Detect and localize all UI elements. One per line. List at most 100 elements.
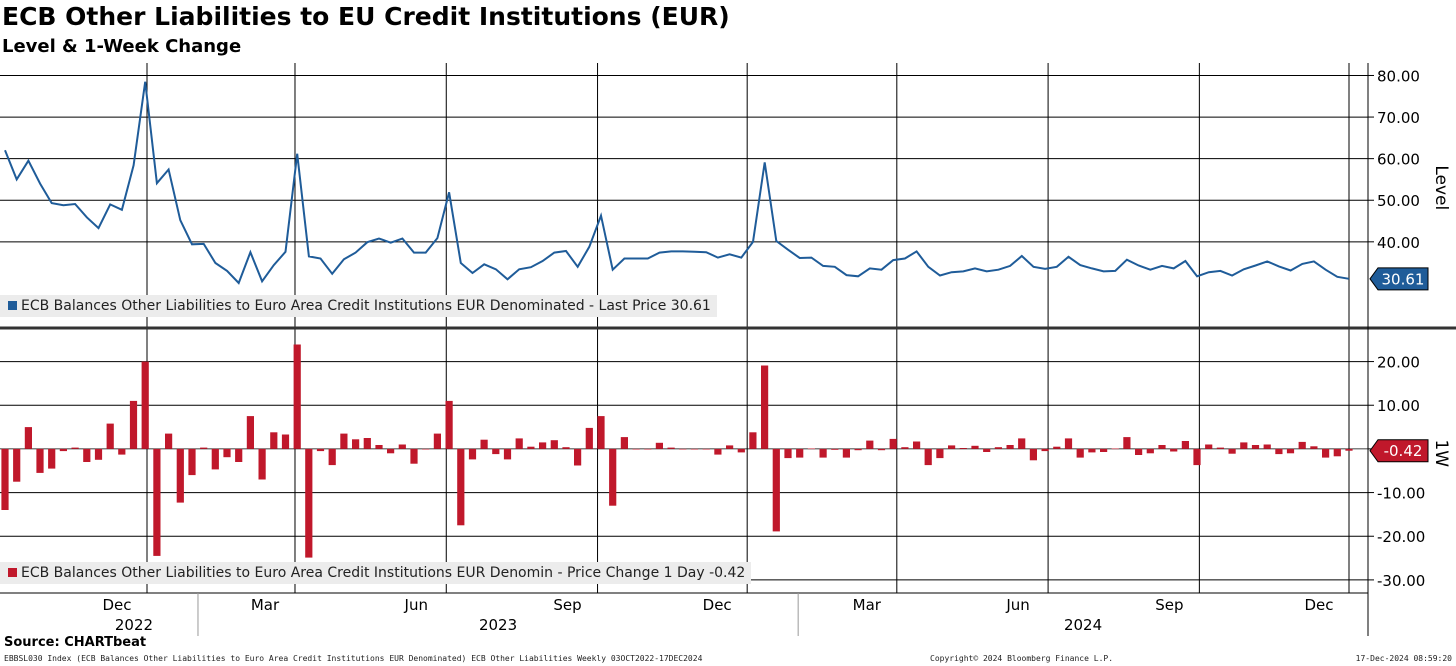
change-bar [94,448,103,460]
change-bar [468,448,477,460]
x-year-label: 2022 [115,616,153,634]
change-bar [141,361,149,449]
change-bar [971,445,979,449]
change-bar [737,448,745,453]
change-bar [235,448,243,462]
change-bar [936,448,944,459]
change-bar [527,446,535,449]
legend-level-swatch [8,300,17,310]
change-bar [679,448,687,450]
legend-level-label: ECB Balances Other Liabilities to Euro A… [21,298,711,314]
change-bar [562,447,570,449]
change-bar [211,448,219,470]
change-bar [667,447,675,449]
level-panel [4,81,1350,285]
change-bar [1158,445,1166,449]
change-bar [842,448,850,458]
change-bar [620,437,628,449]
change-bar [83,448,91,462]
change-bar [445,400,453,449]
change-bar [609,448,617,506]
change-bar [1333,448,1341,457]
change-bar [492,448,500,455]
change-bar [1064,438,1073,449]
change-bar [702,448,710,450]
change-bar [597,416,605,449]
change-bar [749,432,757,449]
change-bar [410,448,418,464]
change-bar [877,448,886,451]
change-bar [807,448,815,450]
change-bar [831,448,839,450]
chart-subtitle: Level & 1-Week Change [2,36,242,57]
change-bar [901,447,909,449]
level-y-tick-label: 50.00 [1377,192,1420,210]
change-bar [913,441,921,449]
change-bar [165,433,173,449]
change-bar [153,448,161,556]
change-y-tick-label: 20.00 [1377,354,1420,372]
change-bar [328,448,336,466]
level-series-line [4,81,1350,285]
legend-change-label: ECB Balances Other Liabilities to Euro A… [21,565,746,581]
change-bar [854,448,862,451]
level-last-value: 30.61 [1382,270,1425,288]
change-bar [1123,437,1131,449]
change-bar [1216,447,1224,449]
x-month-label: Sep [553,596,581,614]
change-bar [924,448,932,466]
x-month-label: Jun [1005,596,1029,614]
axes-layer: 80.0070.0060.0050.0040.0020.0010.000.00-… [0,63,1456,636]
change-bar [1076,448,1084,458]
change-y-tick-label: -20.00 [1377,528,1425,546]
change-bar [1251,445,1260,449]
change-bar [948,445,956,449]
change-bar [1041,448,1049,452]
level-axis-title: Level [1431,165,1451,210]
change-bar [1088,448,1096,453]
change-bar [1263,444,1271,449]
x-month-label: Mar [251,596,280,614]
change-bar [433,433,441,449]
change-bar [223,448,231,458]
change-bar [726,445,734,449]
change-bar [550,440,558,449]
change-bar [422,448,430,450]
x-month-label: Dec [1304,596,1333,614]
chart-title: ECB Other Liabilities to EU Credit Insti… [2,2,730,31]
change-bar [983,448,991,452]
source-note: Source: CHARTbeat [4,635,147,650]
change-bar [293,344,301,449]
change-bar [1170,448,1178,452]
level-y-tick-label: 80.00 [1377,67,1420,85]
change-bar [959,448,967,449]
x-month-label: Mar [853,596,882,614]
change-bar [375,445,383,449]
x-month-label: Sep [1155,596,1183,614]
change-bar [363,438,371,449]
change-bar [1135,448,1143,455]
change-bar [585,427,593,449]
change-bar [258,448,266,480]
change-bar [1111,448,1119,450]
footer-description: EBBSL030 Index (ECB Balances Other Liabi… [4,654,703,663]
change-bar [340,433,348,449]
change-bar [1100,448,1108,452]
change-bar [129,400,138,449]
change-bar [714,448,722,455]
footer-copyright: Copyright© 2024 Bloomberg Finance L.P. [930,654,1114,663]
x-month-label: Dec [102,596,131,614]
change-bar [480,439,488,449]
change-bar [36,448,44,473]
change-bar [200,447,208,449]
change-bar [118,448,126,455]
change-bar [1018,438,1026,449]
change-last-value: -0.42 [1384,442,1423,460]
change-bar [1298,441,1306,449]
change-bar [24,427,32,449]
change-bar [1322,448,1330,458]
change-bar [796,448,804,458]
change-bar [1345,448,1353,451]
change-bar [690,448,699,450]
